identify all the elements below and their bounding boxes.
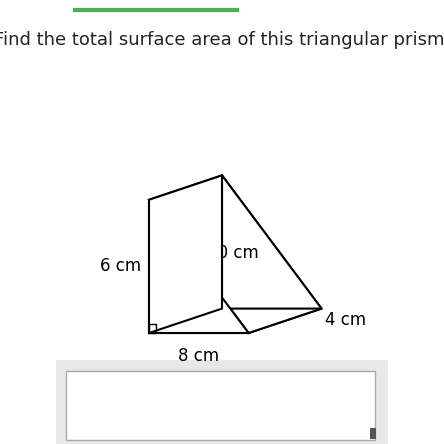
Polygon shape — [149, 309, 321, 333]
Polygon shape — [149, 175, 222, 333]
Text: Find the total surface area of this triangular prism.: Find the total surface area of this tria… — [0, 31, 444, 49]
Text: 8 cm: 8 cm — [178, 347, 219, 365]
Bar — [56, 360, 388, 444]
Polygon shape — [222, 175, 321, 309]
Bar — [370, 428, 377, 439]
Polygon shape — [149, 175, 321, 333]
Bar — [66, 371, 375, 440]
Polygon shape — [149, 200, 249, 333]
Text: 6 cm: 6 cm — [99, 258, 141, 275]
Text: 10 cm: 10 cm — [207, 244, 259, 262]
Text: 4 cm: 4 cm — [325, 311, 366, 329]
